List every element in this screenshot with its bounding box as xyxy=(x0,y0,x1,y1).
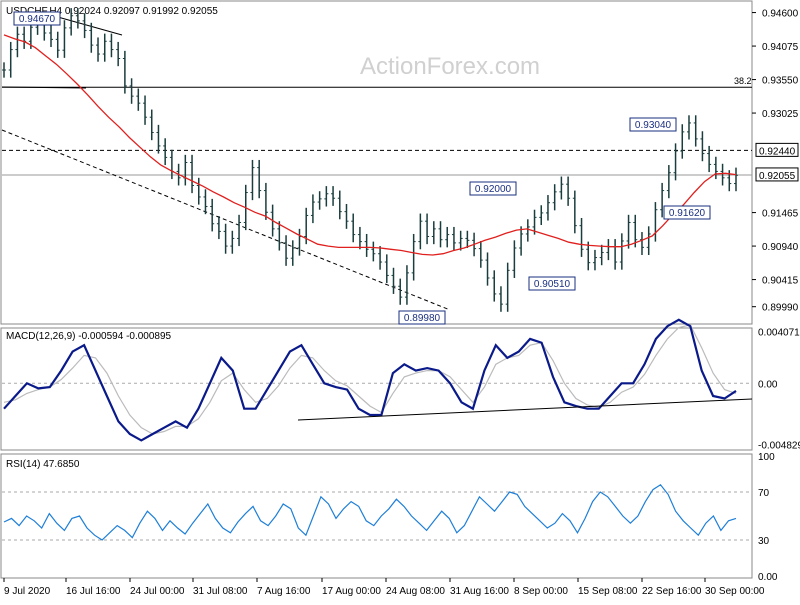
current-level-box xyxy=(755,142,799,157)
macd-signal-line xyxy=(3,324,737,435)
x-tick-label: 15 Sep 08:00 xyxy=(578,586,638,597)
macd-tick-label: 0.00 xyxy=(758,379,778,390)
price-title: USDCHF,H4 0.92024 0.92097 0.91992 0.9205… xyxy=(6,6,218,17)
rsi-line xyxy=(3,484,737,541)
price-tick-label: 0.93025 xyxy=(762,109,799,120)
price-annotation-label: 0.89980 xyxy=(404,313,441,324)
price-annotation-box xyxy=(663,205,711,220)
price-layer: 38.2 0.94670 0.93040 0.92000 0.91620 0.90510 0… xyxy=(1,8,799,325)
price-tick-label: 0.94075 xyxy=(762,42,799,53)
price-annotation-box xyxy=(13,11,61,26)
price-annotation-label: 0.90510 xyxy=(534,279,571,290)
watermark: ActionForex.com xyxy=(360,53,540,80)
fib-label: 38.2 xyxy=(734,76,752,86)
rsi-tick-label: 0.00 xyxy=(758,572,778,583)
current-level-box xyxy=(755,167,799,182)
current-level-label: 0.92440 xyxy=(759,146,796,157)
rsi-tick-label: 30 xyxy=(758,536,770,547)
price-annotation-box xyxy=(469,181,517,196)
current-level-label: 0.92055 xyxy=(759,171,796,182)
macd-trend-line xyxy=(297,398,753,421)
x-tick-label: 24 Aug 08:00 xyxy=(386,586,445,597)
axis-layer: 9 Jul 2020 16 Jul 16:00 24 Jul 00:00 31 Jul… xyxy=(3,578,765,597)
price-tick-label: 0.90940 xyxy=(762,242,799,253)
price-tick-label: 0.89990 xyxy=(762,303,799,314)
moving-average-line xyxy=(3,34,737,256)
x-tick-label: 31 Jul 08:00 xyxy=(193,586,248,597)
macd-tick-label: 0.004071 xyxy=(758,328,800,339)
x-tick-label: 7 Aug 16:00 xyxy=(257,586,311,597)
price-annotation-label: 0.93040 xyxy=(635,120,672,131)
price-tick-label: 0.90415 xyxy=(762,276,799,287)
macd-title: MACD(12,26,9) -0.000594 -0.000895 xyxy=(6,331,172,342)
rsi-title: RSI(14) 47.6850 xyxy=(6,459,80,470)
rsi-layer: 100 70 30 0.00 xyxy=(2,452,778,583)
price-annotation-box xyxy=(629,117,677,132)
x-tick-label: 8 Sep 00:00 xyxy=(514,586,568,597)
price-annotation-label: 0.91620 xyxy=(669,208,706,219)
trend-line xyxy=(1,86,87,89)
rsi-tick-label: 100 xyxy=(758,452,775,463)
x-tick-label: 30 Sep 00:00 xyxy=(705,586,765,597)
price-annotation-label: 0.92000 xyxy=(475,184,512,195)
macd-line xyxy=(3,318,737,442)
rsi-panel-frame xyxy=(0,453,753,579)
price-annotation-label: 0.94670 xyxy=(19,14,56,25)
price-tick-label: 0.91465 xyxy=(762,209,799,220)
rsi-tick-label: 70 xyxy=(758,488,770,499)
price-annotation-box xyxy=(528,276,576,291)
x-tick-label: 24 Jul 00:00 xyxy=(130,586,185,597)
macd-layer: 0.004071 0.00 -0.004829 xyxy=(2,318,800,452)
price-tick-label: 0.93550 xyxy=(762,76,799,87)
x-tick-label: 16 Jul 16:00 xyxy=(66,586,121,597)
macd-panel-frame xyxy=(0,327,753,451)
x-tick-label: 22 Sep 16:00 xyxy=(642,586,702,597)
x-tick-label: 31 Aug 16:00 xyxy=(450,586,509,597)
price-annotation-box xyxy=(398,310,446,325)
price-panel-frame xyxy=(0,0,753,325)
x-tick-label: 17 Aug 00:00 xyxy=(322,586,381,597)
price-tick-label: 0.94600 xyxy=(762,9,799,20)
macd-tick-label: -0.004829 xyxy=(758,441,800,452)
trend-line xyxy=(1,129,451,311)
x-tick-label: 9 Jul 2020 xyxy=(4,586,51,597)
